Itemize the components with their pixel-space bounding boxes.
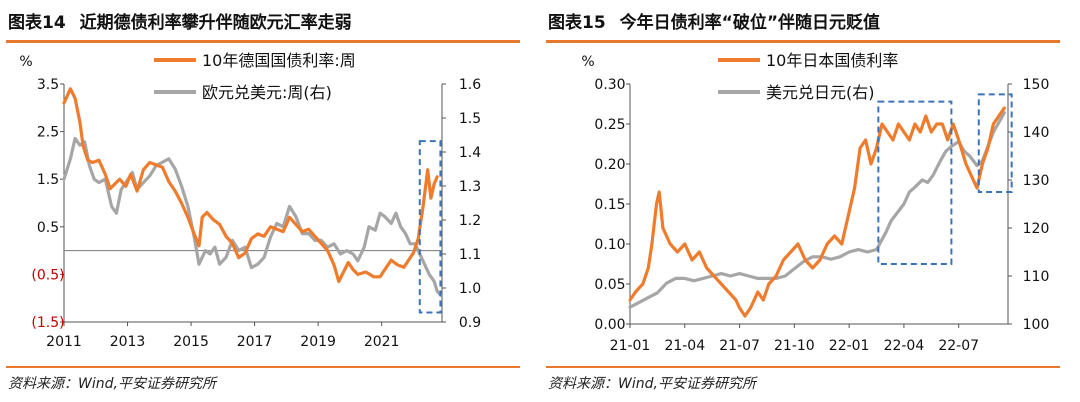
y-left-tick-label: (1.5)	[31, 315, 64, 331]
y-left-tick-label: 2.5	[37, 125, 59, 141]
y-right-tick-label: 150	[1023, 77, 1050, 93]
x-tick-label: 21-01	[610, 338, 651, 354]
figure-15-chart: % 0.30 0.25 0.20 0.15 0.10 0.05 0.00 150 140 130 1…	[581, 51, 1050, 354]
x-tick-label: 2013	[110, 334, 146, 350]
x-tick-label: 2011	[46, 334, 82, 350]
y-left-tick-label: (0.5)	[31, 267, 64, 283]
x-tick-label: 2015	[173, 334, 209, 350]
y-right-tick-label: 1.5	[459, 111, 481, 127]
highlight-dashed-box	[877, 100, 953, 265]
y-left-tick-label: 0.05	[594, 277, 625, 293]
y-right-tick-label: 1.4	[459, 145, 481, 161]
figure-15-source: 资料来源：Wind,平安证券研究所	[548, 376, 756, 392]
figure-14-source: 资料来源：Wind,平安证券研究所	[8, 376, 216, 392]
figure-15-panel: 图表15 今年日债利率“破位”伴随日元贬值 % 0.30 0.25 0.20 0.15 0…	[540, 0, 1080, 402]
x-tick-label: 22-04	[884, 338, 925, 354]
x-tick-label: 21-10	[774, 338, 815, 354]
x-tick-label: 21-04	[664, 338, 705, 354]
legend-label: 美元兑日元(右)	[766, 83, 875, 102]
figure-14-panel: 图表14 近期德债利率攀升伴随欧元汇率走弱 % 3.5 2.5 1.5 0.5 (0.5)…	[6, 0, 520, 398]
y-left-unit-label: %	[19, 54, 32, 70]
series-line-left	[62, 87, 439, 284]
y-right-tick-label: 1.0	[459, 281, 481, 297]
highlight-dashed-box	[418, 140, 442, 314]
y-right-tick-label: 100	[1023, 317, 1050, 333]
y-left-tick-label: 1.5	[37, 172, 59, 188]
figure-14-label: 图表14	[8, 13, 66, 33]
legend-label: 10年日本国债利率	[766, 51, 898, 70]
x-tick-label: 22-01	[829, 338, 870, 354]
x-tick-label: 2017	[237, 334, 273, 350]
y-right-tick-label: 1.6	[459, 77, 481, 93]
y-right-tick-label: 120	[1023, 221, 1050, 237]
figure-14-title-bar: 图表14 近期德债利率攀升伴随欧元汇率走弱	[6, 0, 520, 43]
y-left-tick-label: 0.00	[594, 317, 625, 333]
series-line-right	[628, 111, 1006, 309]
y-right-tick-label: 1.1	[459, 247, 481, 263]
figure-14-chart: % 3.5 2.5 1.5 0.5 (0.5) (1.5) 1.6 1.5 1.4 1.3 1.2 1…	[19, 51, 481, 350]
y-right-tick-label: 1.2	[459, 213, 481, 229]
figure-15-title-text: 今年日债利率“破位”伴随日元贬值	[619, 13, 881, 33]
figure-14-title-text: 近期德债利率攀升伴随欧元汇率走弱	[79, 13, 352, 33]
figure-15-label: 图表15	[548, 13, 606, 33]
figure-14-source-bar: 资料来源：Wind,平安证券研究所	[6, 366, 520, 398]
y-left-unit-label: %	[581, 54, 594, 70]
x-tick-label: 2019	[300, 334, 336, 350]
highlight-dashed-box	[977, 93, 1013, 193]
y-left-tick-label: 3.5	[37, 77, 59, 93]
y-right-tick-label: 140	[1023, 125, 1050, 141]
x-tick-label: 2021	[364, 334, 400, 350]
x-tick-label: 22-07	[938, 338, 979, 354]
y-left-tick-label: 0.5	[37, 220, 59, 236]
y-right-tick-label: 130	[1023, 173, 1050, 189]
x-tick-label: 21-07	[719, 338, 760, 354]
legend-label: 欧元兑美元:周(右)	[202, 83, 332, 102]
y-right-tick-label: 1.3	[459, 179, 481, 195]
y-left-tick-label: 0.30	[594, 77, 625, 93]
y-right-tick-label: 110	[1023, 269, 1050, 285]
y-left-tick-label: 0.20	[594, 157, 625, 173]
figure-15-title-bar: 图表15 今年日债利率“破位”伴随日元贬值	[546, 0, 1060, 43]
figure-14-title: 图表14 近期德债利率攀升伴随欧元汇率走弱	[8, 8, 352, 33]
y-left-tick-label: 0.25	[594, 117, 625, 133]
series-line-right	[62, 136, 442, 297]
y-left-tick-label: 0.15	[594, 197, 625, 213]
figure-15-source-bar: 资料来源：Wind,平安证券研究所	[546, 366, 1060, 398]
series-line-left	[628, 106, 1006, 318]
legend-label: 10年德国国债利率:周	[202, 51, 356, 70]
figure-15-title: 图表15 今年日债利率“破位”伴随日元贬值	[548, 8, 880, 33]
y-left-tick-label: 0.10	[594, 237, 625, 253]
y-right-tick-label: 0.9	[459, 315, 481, 331]
